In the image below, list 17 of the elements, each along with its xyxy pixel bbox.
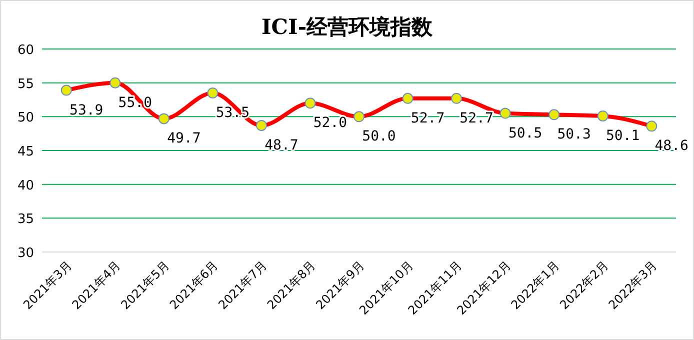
y-tick-label: 60 — [17, 43, 34, 58]
y-tick-label: 50 — [17, 110, 34, 126]
data-label: 49.7 — [167, 130, 201, 147]
y-tick-label: 45 — [17, 144, 34, 160]
chart-title: ICI-经营环境指数 — [261, 14, 434, 39]
data-label: 50.0 — [362, 128, 396, 145]
y-tick-label: 30 — [17, 246, 34, 261]
data-label: 52.0 — [313, 115, 348, 132]
data-label: 53.9 — [70, 102, 104, 118]
data-label: 48.7 — [264, 137, 298, 154]
data-label: 50.1 — [606, 128, 640, 144]
y-tick-label: 40 — [17, 178, 34, 194]
data-label: 50.5 — [508, 125, 542, 142]
data-label: 48.6 — [654, 138, 688, 154]
y-tick-label: 35 — [17, 212, 34, 228]
data-label: 50.3 — [557, 126, 591, 143]
y-tick-label: 55 — [17, 76, 34, 92]
